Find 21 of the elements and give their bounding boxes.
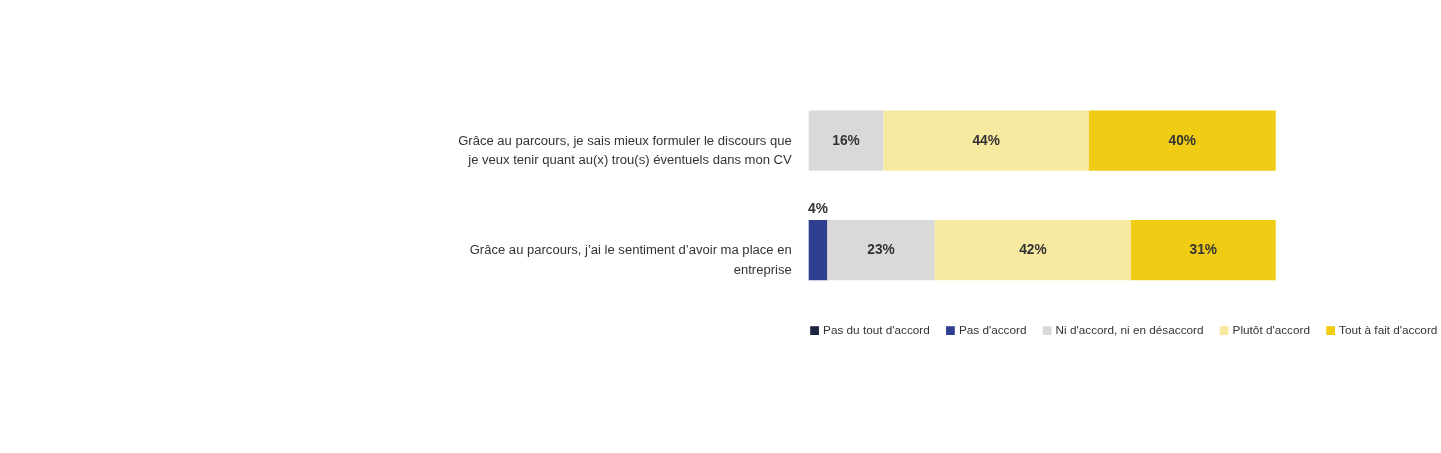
legend-label: Plutôt d'accord — [1232, 322, 1310, 336]
legend-label: Tout à fait d'accord — [1339, 322, 1438, 336]
bar — [827, 219, 935, 281]
bar — [808, 219, 828, 281]
legend-label: Pas du tout d'accord — [823, 322, 930, 336]
bar — [934, 219, 1131, 281]
bar — [883, 110, 1089, 171]
bar — [1130, 219, 1276, 281]
y-tick-label: Grâce au parcours, j’ai le sentiment d’avoir ma place en entreprise — [469, 241, 792, 277]
data-label: 16% — [832, 132, 860, 148]
bar — [1088, 110, 1276, 171]
data-label: 42% — [1019, 241, 1047, 257]
data-label: 44% — [972, 132, 1000, 148]
data-label: 40% — [1168, 132, 1197, 148]
data-label: 31% — [1189, 241, 1218, 257]
legend-label: Ni d'accord, ni en désaccord — [1055, 322, 1204, 336]
legend-label: Pas d'accord — [958, 322, 1027, 336]
y-tick-label: Grâce au parcours, je sais mieux formuler le discours que je veux tenir quant au(x) trou(s) éventuels dans mon CV — [458, 132, 792, 168]
bar — [808, 110, 884, 171]
data-label: 23% — [867, 241, 895, 257]
data-label: 4% — [808, 201, 828, 217]
